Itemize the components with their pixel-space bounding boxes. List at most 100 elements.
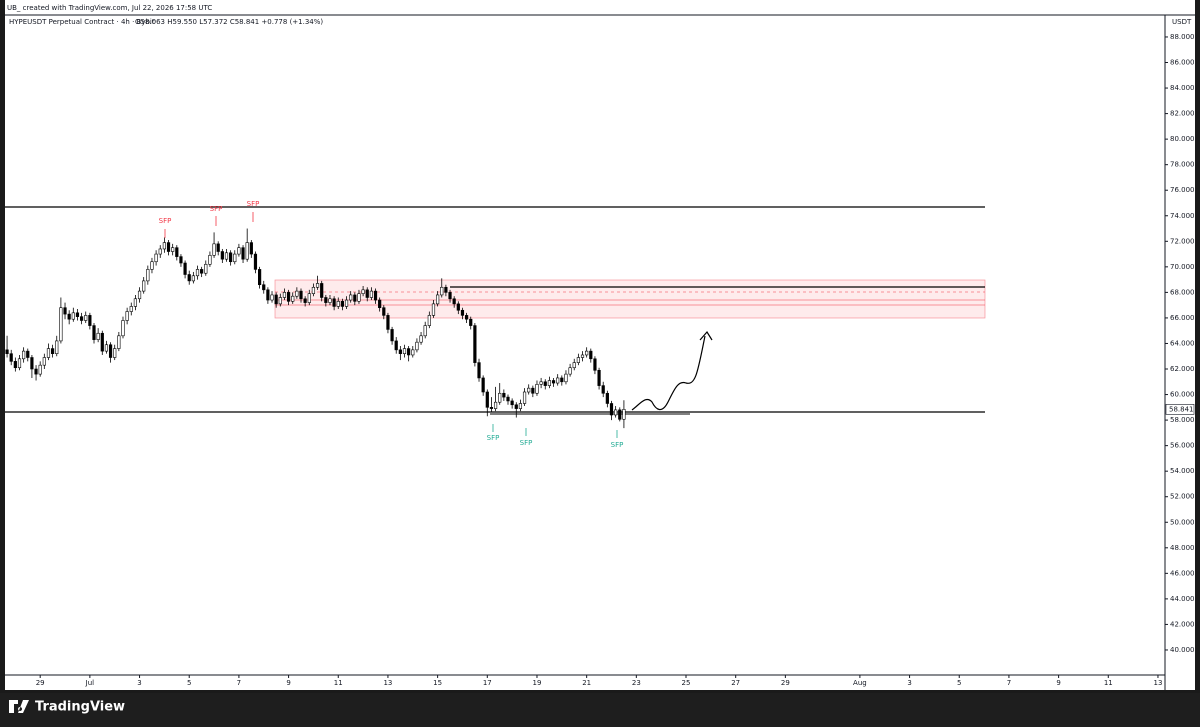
candle-body bbox=[154, 253, 158, 263]
candle-body bbox=[75, 312, 80, 317]
candle-body bbox=[200, 269, 204, 274]
candle-body bbox=[485, 391, 489, 408]
candle-body bbox=[216, 243, 220, 252]
candle-body bbox=[585, 350, 589, 356]
candle-body bbox=[481, 377, 485, 393]
candle-body bbox=[576, 357, 580, 363]
candle-body bbox=[506, 396, 510, 402]
candle-body bbox=[560, 377, 564, 383]
candle-body bbox=[55, 340, 59, 354]
candle-body bbox=[556, 377, 560, 384]
candle-body bbox=[464, 315, 469, 320]
candle-body bbox=[407, 348, 411, 356]
candle-body bbox=[26, 350, 30, 358]
last-price-box bbox=[1165, 404, 1195, 415]
candle-body bbox=[473, 325, 477, 363]
x-tick-label: 17 bbox=[483, 679, 492, 687]
candle-body bbox=[456, 303, 460, 311]
y-tick-label: 74.000 bbox=[1170, 212, 1195, 220]
y-tick-label: 56.000 bbox=[1170, 442, 1195, 450]
candle-body bbox=[104, 344, 109, 352]
candle-body bbox=[340, 301, 345, 307]
candle-body bbox=[390, 329, 394, 342]
x-tick-label: Aug bbox=[853, 679, 867, 687]
x-tick-label: 15 bbox=[433, 679, 442, 687]
candle-body bbox=[336, 301, 340, 307]
candle-body bbox=[150, 261, 154, 270]
y-tick-label: 64.000 bbox=[1170, 339, 1195, 347]
candle-body bbox=[34, 368, 38, 375]
candle-body bbox=[5, 349, 9, 354]
candle-body bbox=[423, 325, 427, 337]
candle-body bbox=[518, 403, 523, 409]
candle-body bbox=[71, 312, 75, 320]
x-tick-label: 7 bbox=[1007, 679, 1011, 687]
x-tick-label: 5 bbox=[957, 679, 961, 687]
candle-body bbox=[460, 309, 465, 316]
x-tick-label: 3 bbox=[907, 679, 911, 687]
candle-body bbox=[597, 369, 601, 386]
x-tick-label: 5 bbox=[187, 679, 191, 687]
annotation: SFP bbox=[247, 200, 260, 208]
candle-body bbox=[100, 332, 104, 352]
candle-body bbox=[191, 275, 195, 282]
resistance-zone bbox=[274, 279, 986, 319]
candle-body bbox=[564, 373, 568, 383]
candle-body bbox=[593, 358, 597, 371]
candle-body bbox=[444, 286, 448, 293]
candle-body bbox=[324, 297, 328, 303]
y-tick-label: 40.000 bbox=[1170, 646, 1195, 654]
candle-body bbox=[286, 292, 291, 302]
candle-body bbox=[30, 357, 34, 370]
y-tick-label: 70.000 bbox=[1170, 263, 1195, 271]
candle-body bbox=[183, 262, 187, 275]
candle-body bbox=[125, 311, 129, 321]
candle-body bbox=[92, 325, 96, 340]
candle-body bbox=[175, 247, 179, 257]
y-tick-label: 48.000 bbox=[1170, 544, 1195, 552]
candle-body bbox=[224, 252, 229, 260]
candle-body bbox=[245, 242, 249, 260]
candle-body bbox=[369, 290, 373, 298]
y-tick-label: 68.000 bbox=[1170, 288, 1195, 296]
x-tick-label: 11 bbox=[1104, 679, 1113, 687]
candle-body bbox=[179, 256, 183, 264]
candle-body bbox=[493, 401, 498, 409]
projection-arrowhead bbox=[699, 330, 713, 341]
candle-body bbox=[274, 294, 278, 305]
candle-body bbox=[208, 255, 212, 265]
candle-body bbox=[502, 392, 506, 398]
candle-body bbox=[142, 280, 146, 292]
candle-body bbox=[365, 289, 369, 298]
candle-body bbox=[547, 380, 551, 386]
candle-body bbox=[398, 349, 402, 354]
x-tick-label: 9 bbox=[1056, 679, 1060, 687]
candle-body bbox=[117, 335, 121, 349]
candle-body bbox=[96, 332, 100, 340]
candle-body bbox=[38, 364, 42, 375]
candle-body bbox=[469, 318, 473, 326]
candle-body bbox=[315, 283, 320, 288]
candle-body bbox=[278, 297, 282, 305]
candle-body bbox=[452, 298, 456, 305]
candle-body bbox=[328, 298, 332, 303]
y-tick-label: 72.000 bbox=[1170, 237, 1195, 245]
x-tick-label: Jul bbox=[85, 679, 95, 687]
candle-body bbox=[79, 316, 84, 321]
logo bbox=[9, 700, 29, 713]
candle-body bbox=[270, 294, 274, 301]
candle-body bbox=[572, 362, 576, 369]
x-tick-label: 11 bbox=[334, 679, 343, 687]
candle-body bbox=[522, 391, 527, 404]
candle-body bbox=[282, 292, 287, 298]
candle-body bbox=[320, 283, 324, 298]
candle-body bbox=[51, 348, 55, 354]
candle-body bbox=[212, 243, 216, 256]
candle-body bbox=[46, 348, 51, 358]
candle-body bbox=[84, 315, 88, 321]
chart-background bbox=[5, 0, 1195, 690]
candle-body bbox=[311, 286, 316, 294]
y-tick-label: 76.000 bbox=[1170, 186, 1195, 194]
y-tick-label: 62.000 bbox=[1170, 365, 1195, 373]
candle-body bbox=[477, 362, 481, 379]
